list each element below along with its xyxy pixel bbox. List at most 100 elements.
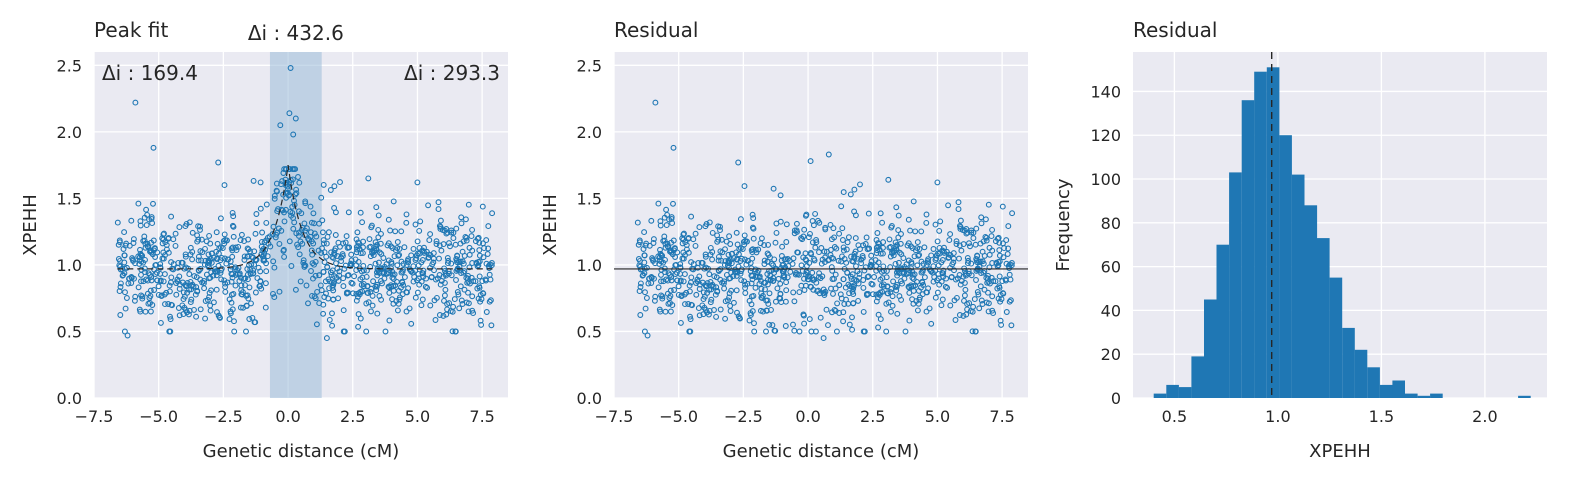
- data-point: [895, 227, 902, 234]
- data-point: [439, 227, 446, 234]
- histogram-bar: [1178, 387, 1192, 398]
- data-point: [765, 241, 772, 248]
- data-point: [641, 328, 648, 335]
- data-point: [424, 284, 431, 291]
- data-point: [986, 264, 993, 271]
- data-point: [117, 257, 123, 264]
- data-point: [817, 314, 824, 321]
- data-point: [418, 302, 425, 309]
- data-point: [128, 217, 135, 224]
- data-point: [123, 295, 130, 301]
- data-point: [228, 263, 235, 270]
- data-point: [904, 242, 911, 249]
- data-point: [241, 256, 248, 263]
- data-point: [117, 312, 124, 318]
- x-tick-label: −5.0: [659, 407, 698, 426]
- data-point: [296, 179, 303, 186]
- data-point: [121, 328, 128, 335]
- data-point: [983, 234, 990, 241]
- data-point: [241, 253, 248, 260]
- data-point: [469, 226, 476, 233]
- data-point: [749, 211, 756, 218]
- data-point: [194, 238, 201, 245]
- data-point: [811, 255, 817, 262]
- data-point: [857, 181, 863, 188]
- data-point: [295, 174, 301, 180]
- data-point: [696, 286, 703, 292]
- data-point: [649, 255, 656, 262]
- data-point: [746, 317, 753, 324]
- data-point: [333, 260, 339, 267]
- data-point: [340, 283, 347, 290]
- data-point: [763, 307, 770, 314]
- data-point: [320, 240, 327, 247]
- data-point: [297, 238, 304, 245]
- data-point: [992, 278, 999, 285]
- data-point: [874, 294, 881, 301]
- data-point: [323, 240, 330, 247]
- data-point: [849, 326, 856, 333]
- data-point: [771, 327, 778, 334]
- data-point: [946, 237, 953, 244]
- data-point: [415, 275, 422, 282]
- data-point: [147, 271, 153, 278]
- data-point: [988, 233, 995, 240]
- data-point: [258, 243, 265, 250]
- data-point: [433, 241, 440, 247]
- data-point: [310, 240, 317, 247]
- data-point: [264, 253, 271, 260]
- data-point: [137, 222, 144, 229]
- histogram-bar: [1191, 356, 1204, 398]
- y-tick-label: 140: [1090, 82, 1121, 101]
- data-point: [955, 206, 962, 213]
- data-point: [659, 293, 666, 300]
- data-point: [816, 270, 823, 277]
- histogram-bar: [1254, 71, 1267, 398]
- data-point: [163, 242, 170, 248]
- data-point: [271, 264, 278, 271]
- data-point: [396, 251, 403, 258]
- data-point: [461, 286, 468, 293]
- data-point: [260, 257, 267, 264]
- data-point: [302, 200, 309, 207]
- data-point: [806, 259, 813, 266]
- data-point: [348, 279, 355, 286]
- data-point: [860, 308, 867, 315]
- data-point: [353, 236, 360, 243]
- data-point: [210, 254, 217, 261]
- y-tick-label: 100: [1090, 170, 1121, 189]
- data-point: [303, 282, 310, 289]
- data-point: [829, 309, 835, 316]
- data-point: [389, 296, 396, 303]
- data-point: [116, 288, 123, 295]
- data-point: [372, 260, 379, 267]
- plot-content: [114, 52, 496, 398]
- data-point: [918, 228, 925, 235]
- data-point: [728, 260, 735, 267]
- data-point: [120, 246, 127, 252]
- data-point: [253, 211, 260, 217]
- data-point: [642, 289, 648, 296]
- data-point: [693, 280, 700, 286]
- data-point: [896, 249, 903, 256]
- data-point: [953, 238, 960, 245]
- data-point: [348, 257, 355, 264]
- data-point: [172, 230, 179, 237]
- data-point: [745, 257, 752, 264]
- data-point: [354, 293, 361, 300]
- data-point: [121, 229, 128, 236]
- data-point: [147, 287, 154, 294]
- data-point: [692, 242, 699, 249]
- data-point: [637, 284, 644, 290]
- data-point: [410, 278, 417, 285]
- data-point: [457, 240, 464, 247]
- data-point: [696, 224, 703, 231]
- data-point: [412, 221, 419, 228]
- data-point: [395, 252, 402, 259]
- data-point: [426, 237, 433, 244]
- data-point: [777, 280, 784, 287]
- data-point: [188, 286, 195, 293]
- data-point: [822, 226, 829, 233]
- data-point: [419, 257, 426, 263]
- data-point: [370, 252, 377, 259]
